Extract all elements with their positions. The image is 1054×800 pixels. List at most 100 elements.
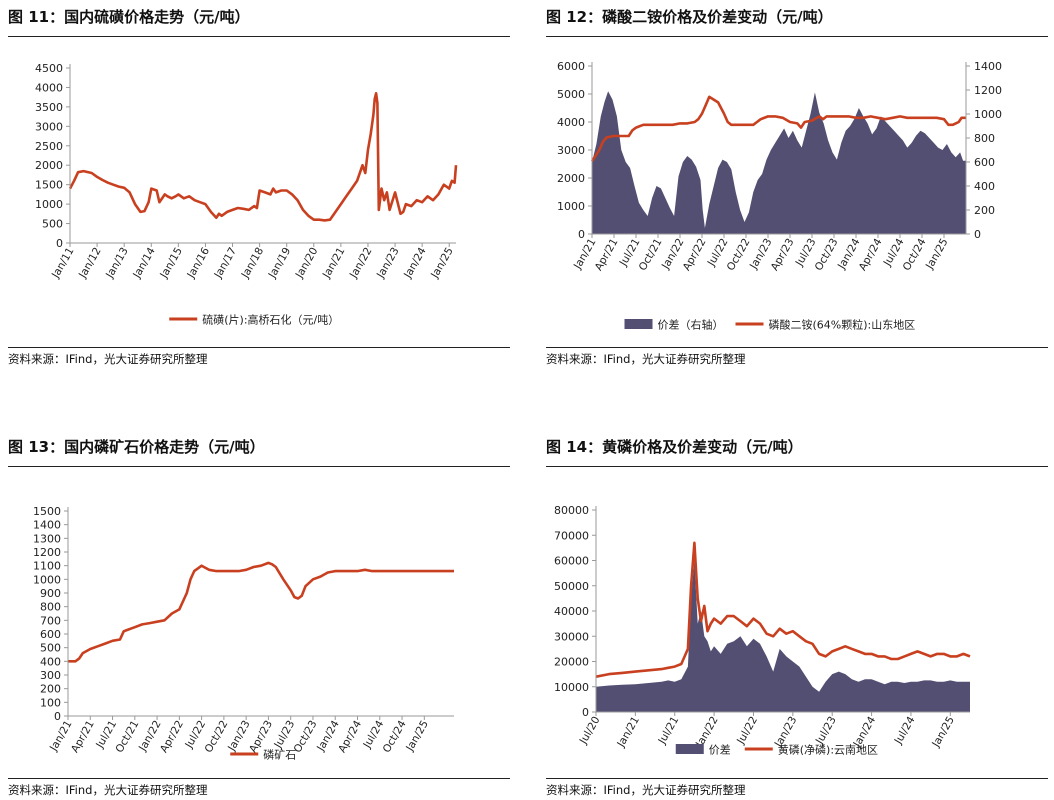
y-tick-label: 1400 xyxy=(33,519,61,532)
x-tick-label: Jan/23 xyxy=(374,246,401,282)
y-tick-label: 900 xyxy=(40,587,61,600)
x-tick-label: Jan/21 xyxy=(320,246,347,282)
chart-title: 图 13：国内磷矿石价格走势（元/吨） xyxy=(8,438,265,456)
x-tick-label: Jul/23 xyxy=(813,715,839,747)
y-tick-label: 10000 xyxy=(554,681,589,694)
y2-tick-label: 800 xyxy=(974,132,995,145)
y-tick-label: 0 xyxy=(578,228,585,241)
x-tick-label: Jul/24 xyxy=(892,714,918,747)
title-rule xyxy=(546,466,1048,467)
title-rule xyxy=(8,36,510,37)
x-tick-label: Jan/24 xyxy=(401,245,429,281)
y-tick-label: 300 xyxy=(40,669,61,682)
y-tick-label: 3500 xyxy=(35,101,63,114)
y-tick-label: 1500 xyxy=(33,505,61,518)
x-tick-label: Jan/16 xyxy=(185,245,213,281)
x-tick-label: Jan/14 xyxy=(130,245,158,281)
x-tick-label: Jan/17 xyxy=(212,245,239,281)
legend-label-0: 硫磺(片):高桥石化（元/吨） xyxy=(202,313,339,327)
y-tick-label: 4500 xyxy=(35,62,63,75)
chart-fig14: 0 10000 20000 30000 40000 50000 60000 70000 8000… xyxy=(554,504,971,757)
series-line-1 xyxy=(590,95,966,162)
x-tick-label: Jul/21 xyxy=(656,715,682,747)
y-tick-label: 4000 xyxy=(35,81,63,94)
x-tick-label: Jan/21 xyxy=(615,715,642,751)
y-tick-label: 700 xyxy=(40,614,61,627)
y-tick-label: 200 xyxy=(40,683,61,696)
x-tick-label: Jan/25 xyxy=(929,715,956,751)
y-tick-label: 400 xyxy=(40,655,61,668)
y-tick-label: 1000 xyxy=(33,573,61,586)
series-area-0 xyxy=(596,560,970,712)
x-tick-label: Jan/15 xyxy=(158,246,185,282)
legend-label-0: 价差（右轴） xyxy=(658,318,724,332)
source-rule xyxy=(546,347,1048,348)
x-tick-label: Jan/20 xyxy=(293,246,320,282)
y-tick-label: 1000 xyxy=(35,198,63,211)
series-line-1 xyxy=(595,541,971,678)
y2-tick-label: 200 xyxy=(974,204,995,217)
legend-label-1: 黄磷(净磷):云南地区 xyxy=(778,743,878,757)
y-tick-label: 3000 xyxy=(557,144,585,157)
y2-tick-label: 0 xyxy=(974,228,981,241)
y-tick-label: 30000 xyxy=(554,630,589,643)
series-line-0 xyxy=(68,561,454,663)
chart-title: 图 14：黄磷价格及价差变动（元/吨） xyxy=(546,438,803,456)
x-tick-label: Jan/12 xyxy=(76,246,103,282)
y-tick-label: 0 xyxy=(582,706,589,719)
y-tick-label: 70000 xyxy=(554,529,589,542)
y-tick-label: 40000 xyxy=(554,605,589,618)
y-tick-label: 2500 xyxy=(35,140,63,153)
y-tick-label: 6000 xyxy=(557,60,585,73)
y-tick-label: 0 xyxy=(54,710,61,723)
chart-panel-fig11: 图 11：国内硫磺价格走势（元/吨） 0 500 1000 1500 2000 2500 3… xyxy=(8,0,510,380)
y-tick-label: 1000 xyxy=(557,200,585,213)
y-tick-label: 20000 xyxy=(554,656,589,669)
x-tick-label: Jan/25 xyxy=(428,246,455,282)
y-tick-label: 600 xyxy=(40,628,61,641)
y-tick-label: 2000 xyxy=(557,172,585,185)
y-tick-label: 0 xyxy=(56,237,63,250)
y-tick-label: 4000 xyxy=(557,116,585,129)
chart-title: 图 11：国内硫磺价格走势（元/吨） xyxy=(8,8,250,26)
y2-tick-label: 400 xyxy=(974,180,995,193)
y-tick-label: 800 xyxy=(40,601,61,614)
title-rule xyxy=(546,36,1048,37)
source-rule xyxy=(8,778,510,779)
x-tick-label: Jan/18 xyxy=(239,245,266,281)
legend-label-0: 价差 xyxy=(709,743,731,757)
y-tick-label: 100 xyxy=(40,696,61,709)
y2-tick-label: 1400 xyxy=(974,60,1002,73)
source-rule xyxy=(8,347,510,348)
source-rule xyxy=(546,778,1048,779)
source-note: 资料来源：IFind，光大证券研究所整理 xyxy=(8,783,208,797)
y-tick-label: 50000 xyxy=(554,580,589,593)
y2-tick-label: 1200 xyxy=(974,84,1002,97)
y-tick-label: 1300 xyxy=(33,532,61,545)
y-tick-label: 1100 xyxy=(33,560,61,573)
y-tick-label: 500 xyxy=(42,218,63,231)
series-line-0 xyxy=(68,91,458,222)
y2-tick-label: 1000 xyxy=(974,108,1002,121)
x-tick-label: Jan/19 xyxy=(266,246,293,282)
legend-swatch-0 xyxy=(624,319,653,329)
y2-tick-label: 600 xyxy=(974,156,995,169)
x-tick-label: Jul/22 xyxy=(734,715,760,747)
y-tick-label: 2000 xyxy=(35,159,63,172)
chart-title: 图 12：磷酸二铵价格及价差变动（元/吨） xyxy=(546,8,833,26)
legend-label-0: 磷矿石 xyxy=(263,749,296,762)
x-tick-label: Jan/13 xyxy=(103,246,130,282)
source-note: 资料来源：IFind，光大证券研究所整理 xyxy=(546,352,746,366)
chart-panel-fig13: 图 13：国内磷矿石价格走势（元/吨） 0 100 200 300 400 500 600 7… xyxy=(8,430,510,800)
legend-label-1: 磷酸二铵(64%颗粒):山东地区 xyxy=(769,318,916,332)
y-tick-label: 60000 xyxy=(554,555,589,568)
y-tick-label: 3000 xyxy=(35,120,63,133)
source-note: 资料来源：IFind，光大证券研究所整理 xyxy=(8,352,208,366)
title-rule xyxy=(8,466,510,467)
x-tick-label: Jan/22 xyxy=(347,246,374,282)
y-tick-label: 500 xyxy=(40,642,61,655)
chart-panel-fig14: 图 14：黄磷价格及价差变动（元/吨） 0 10000 20000 30000 4000… xyxy=(546,430,1048,800)
y-tick-label: 1200 xyxy=(33,546,61,559)
chart-panel-fig12: 图 12：磷酸二铵价格及价差变动（元/吨） 0 1000 2000 3000 4000 5… xyxy=(546,0,1048,380)
chart-fig12: 0 1000 2000 3000 4000 5000 6000 0 200 400 600 800 10… xyxy=(557,60,1002,332)
